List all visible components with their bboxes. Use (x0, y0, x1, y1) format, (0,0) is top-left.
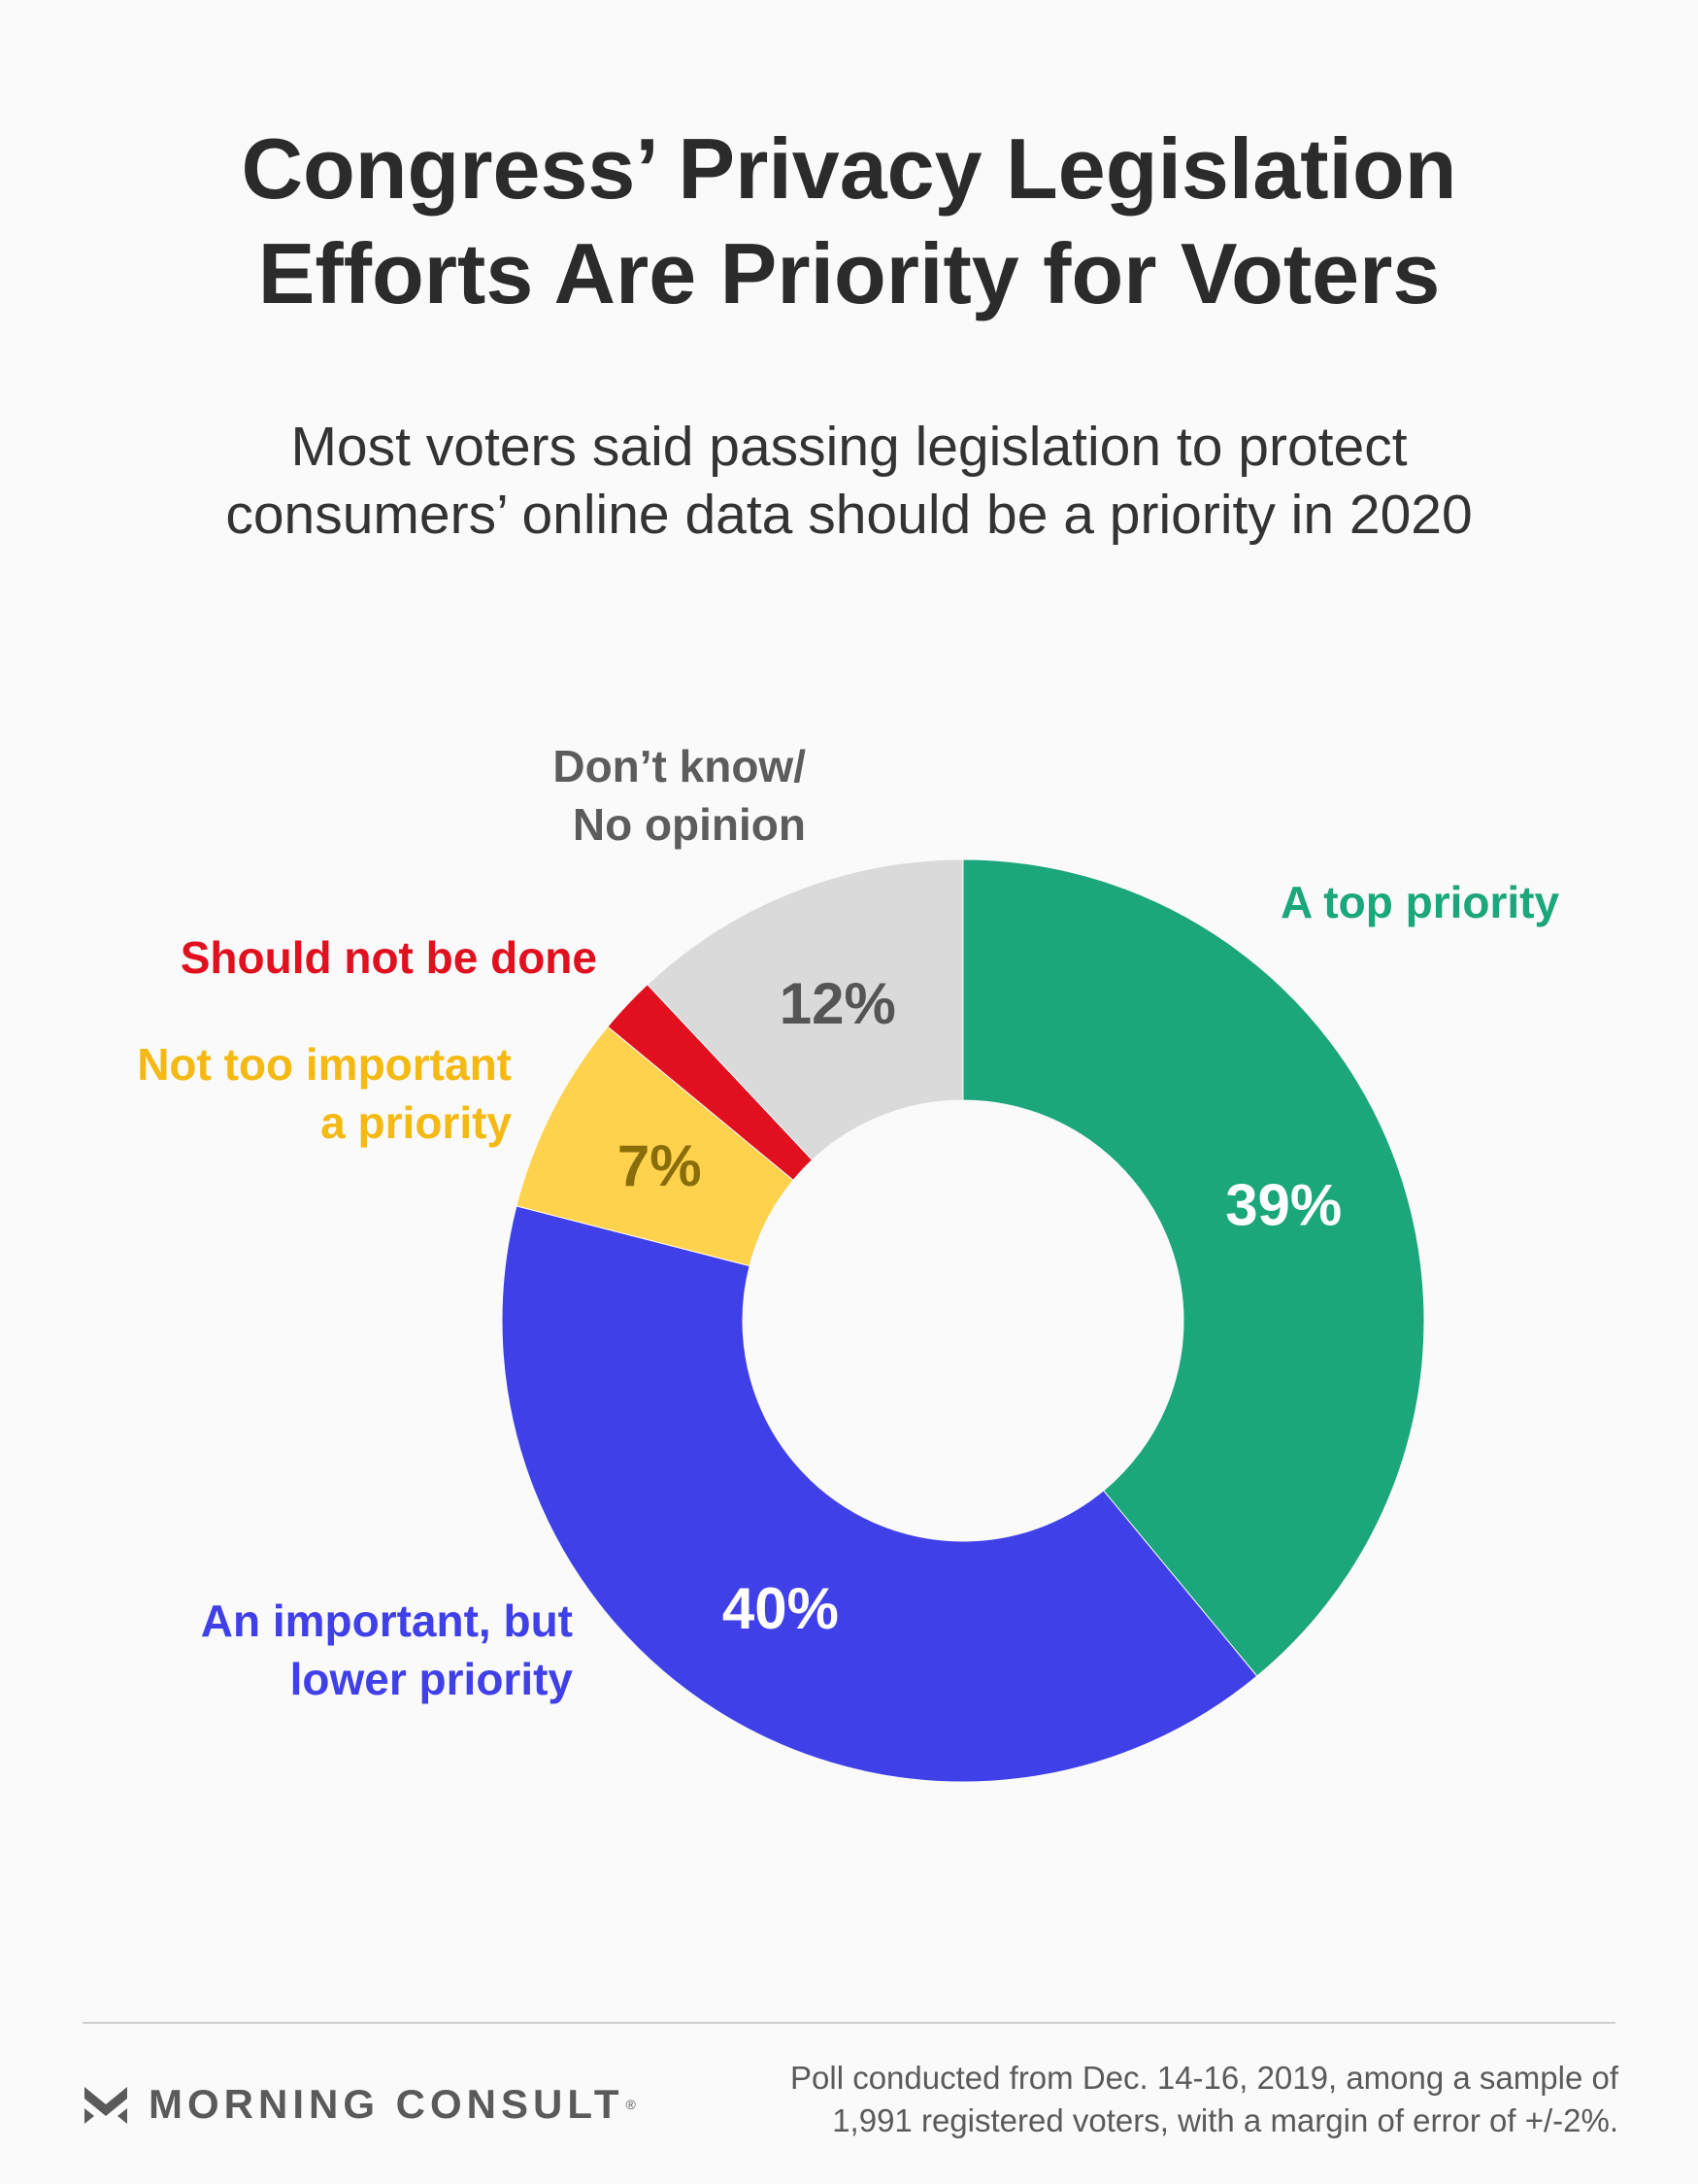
chart-subtitle-line-1: Most voters said passing legislation to … (290, 416, 1408, 478)
category-label-line: No opinion (573, 799, 806, 850)
category-label-not-too-important-a-priority: Not too important a priority (137, 1039, 512, 1148)
chart-title: Congress’ Privacy Legislation Efforts Ar… (0, 117, 1698, 326)
chart-subtitle: Most voters said passing legislation to … (0, 413, 1698, 549)
value-label-a-top-priority: 39% (1225, 1173, 1342, 1238)
category-label-line: a priority (320, 1097, 512, 1148)
slice-a-top-priority (962, 858, 1425, 1677)
morning-consult-logo-icon (84, 2087, 127, 2124)
value-label-don-t-know-no-opinion: 12% (780, 971, 896, 1036)
category-label-don-t-know-no-opinion: Don’t know/No opinion (552, 741, 806, 850)
value-label-an-important-but-lower-priority: 40% (722, 1576, 839, 1641)
footnote: Poll conducted from Dec. 14-16, 2019, am… (790, 2057, 1618, 2142)
brand-name: MORNING CONSULT (149, 2081, 624, 2127)
chart-subtitle-line-2: consumers’ online data should be a prior… (225, 484, 1473, 546)
category-label-an-important-but-lower-priority: An important, but lower priority (201, 1596, 574, 1704)
chart-title-line-1: Congress’ Privacy Legislation (241, 120, 1457, 217)
brand-registered-mark: ® (625, 2097, 636, 2112)
slice-an-important-but-lower-priority (501, 1205, 1258, 1783)
category-label-line: Should not be done (181, 932, 597, 983)
category-label-a-top-priority: A top priority (1281, 877, 1559, 927)
category-label-line: A top priority (1281, 877, 1559, 927)
chart-title-line-2: Efforts Are Priority for Voters (257, 225, 1441, 321)
category-label-line: An important, but (201, 1596, 573, 1646)
footnote-line-2: 1,991 registered voters, with a margin o… (832, 2102, 1618, 2138)
slice-don-t-know-no-opinion (647, 858, 964, 1161)
category-label-should-not-be-done: Should not be done (181, 932, 597, 983)
footer-divider (83, 2022, 1615, 2024)
category-label-line: Don’t know/ (552, 741, 806, 791)
value-label-not-too-important-a-priority: 7% (617, 1133, 702, 1198)
footnote-line-1: Poll conducted from Dec. 14-16, 2019, am… (790, 2060, 1618, 2096)
category-label-line: lower priority (290, 1654, 574, 1704)
category-label-line: Not too important (137, 1039, 512, 1090)
brand: MORNING CONSULT ® (83, 2075, 636, 2134)
